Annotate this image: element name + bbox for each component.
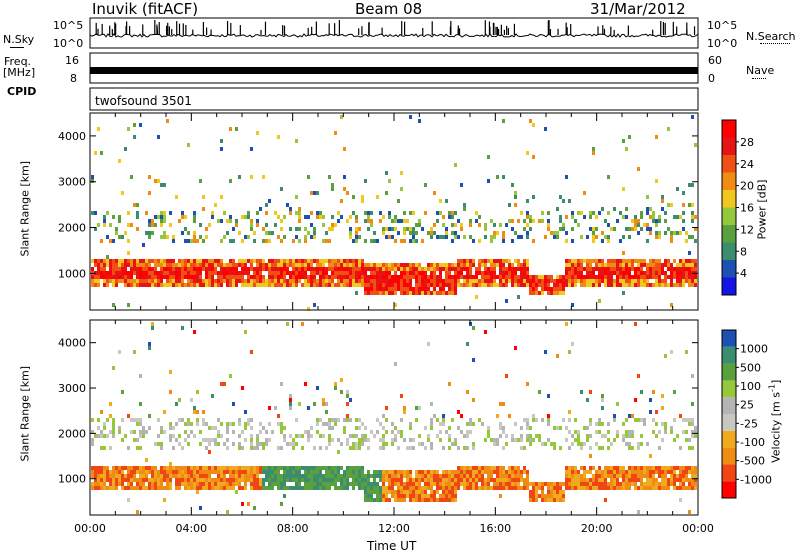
power-heatmap-cells	[91, 115, 697, 311]
noise-panel-frame	[89, 17, 699, 49]
y-tick-label: 1000	[58, 473, 86, 486]
x-tick-label: 08:00	[277, 522, 309, 535]
power-colorbar-tick-label: 24	[740, 158, 754, 171]
noise-left-bottom-tick: 10^0	[53, 37, 84, 50]
velocity-colorbar-tick-label: 1000	[740, 343, 768, 356]
noise-sky-line	[89, 33, 699, 38]
velocity-colorbar-tick-label: -25	[740, 417, 758, 430]
noise-right-top-tick: 10^5	[707, 19, 738, 32]
x-tick-label: 12:00	[378, 522, 410, 535]
velocity-colorbar-swatch	[722, 481, 736, 498]
velocity-heatmap-cells	[91, 322, 697, 514]
y-tick-label: 3000	[58, 176, 86, 189]
velocity-colorbar-swatch	[722, 464, 736, 482]
velocity-colorbar-tick-label: 25	[740, 399, 754, 412]
power-colorbar-tick-label: 12	[740, 223, 754, 236]
noise-left-top-tick: 10^5	[53, 19, 84, 32]
nsky-legend-line	[10, 47, 24, 48]
nsky-label: N.Sky	[3, 33, 35, 46]
power-colorbar-swatch	[722, 207, 736, 225]
velocity-colorbar-frame	[721, 329, 737, 499]
power-colorbar-swatch	[722, 242, 736, 260]
velocity-colorbar-swatch	[722, 414, 736, 431]
x-tick-label: 04:00	[175, 522, 207, 535]
velocity-colorbar-tick-label: -100	[740, 436, 765, 449]
velocity-colorbar-tick-label: 500	[740, 361, 761, 374]
beam-title: Beam 08	[355, 0, 423, 18]
nsearch-legend-line	[760, 43, 790, 44]
freq-band	[90, 67, 698, 74]
y-tick-label: 2000	[58, 222, 86, 235]
velocity-colorbar-tick-label: -500	[740, 455, 765, 468]
y-tick-label: 3000	[58, 382, 86, 395]
power-colorbar-swatch	[722, 277, 736, 295]
power-colorbar-swatch	[722, 225, 736, 243]
mhz-label: [MHz]	[3, 66, 36, 79]
velocity-colorbar-swatch	[722, 330, 736, 347]
velocity-colorbar-swatch	[722, 447, 736, 465]
velocity-colorbar-tick-label: 100	[740, 380, 761, 393]
power-colorbar-tick-label: 8	[740, 245, 747, 258]
power-colorbar-swatch	[722, 260, 736, 278]
cpid-label: CPID	[7, 85, 37, 98]
nave-legend-line	[752, 78, 766, 79]
nsearch-label: N.Search	[746, 30, 796, 43]
velocity-colorbar-swatch	[722, 380, 736, 398]
velocity-colorbar-tick-label: -1000	[740, 473, 772, 486]
y-tick-label: 4000	[58, 337, 86, 350]
xaxis-label: Time UT	[367, 539, 417, 553]
freq-label: Freq.	[4, 55, 32, 68]
velocity-colorbar-swatch	[722, 346, 736, 364]
velocity-colorbar-swatch	[722, 397, 736, 414]
power-colorbar-tick-label: 20	[740, 180, 754, 193]
power-colorbar-swatch	[722, 190, 736, 208]
x-tick-label: 20:00	[581, 522, 613, 535]
power-colorbar-tick-label: 28	[740, 136, 754, 149]
power-colorbar-tick-label: 16	[740, 202, 754, 215]
cpid-value: twofsound 3501	[95, 94, 192, 108]
velocity-colorbar-swatch	[722, 363, 736, 381]
noise-right-bottom-tick: 10^0	[707, 37, 738, 50]
date-title: 31/Mar/2012	[590, 0, 686, 18]
power-colorbar-swatch	[722, 137, 736, 155]
nave-top-tick: 60	[708, 54, 722, 67]
cpid-panel-frame	[89, 87, 699, 111]
x-tick-label: 00:00	[682, 522, 714, 535]
x-tick-label: 16:00	[479, 522, 511, 535]
power-colorbar-swatch	[722, 172, 736, 190]
x-tick-label: 00:00	[74, 522, 106, 535]
power-colorbar-swatch	[722, 155, 736, 173]
y-tick-label: 2000	[58, 427, 86, 440]
power-colorbar-tick-label: 4	[740, 267, 747, 280]
velocity-colorbar-swatch	[722, 430, 736, 448]
nave-bottom-tick: 0	[708, 72, 715, 85]
y-tick-label: 1000	[58, 267, 86, 280]
y-tick-label: 4000	[58, 130, 86, 143]
station-title: Inuvik (fitACF)	[92, 0, 199, 18]
freq-bottom-tick: 8	[70, 72, 77, 85]
nave-label: Nave	[746, 64, 775, 77]
freq-top-tick: 16	[65, 54, 79, 67]
power-colorbar-swatch	[722, 120, 736, 138]
